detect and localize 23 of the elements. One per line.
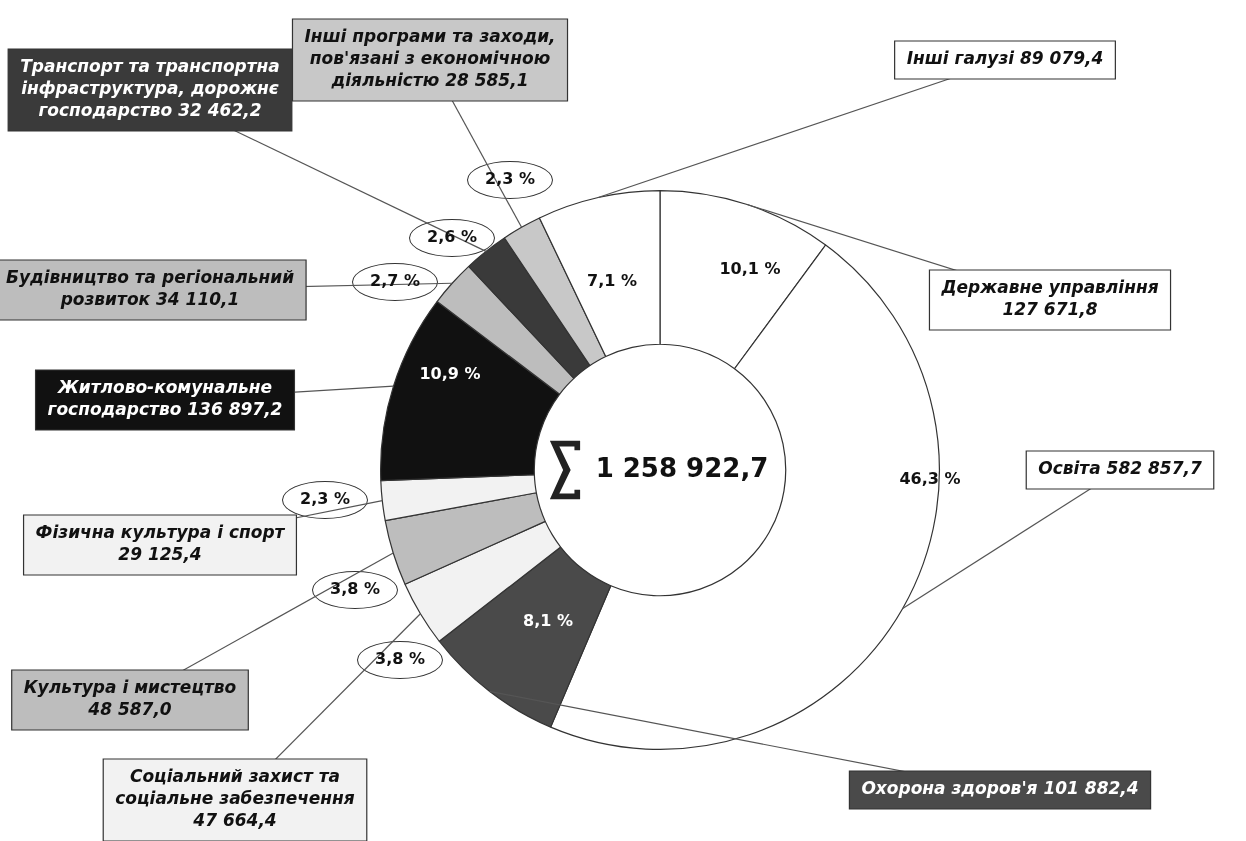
data-label: 10,9 % — [419, 364, 481, 384]
slice-label: Державне управління 127 671,8 — [940, 277, 1159, 320]
data-label: 2,6 % — [427, 227, 477, 247]
slice-label: Фізична культура і спорт 29 125,4 — [35, 522, 286, 565]
data-label: 2,7 % — [370, 271, 420, 291]
slice-label: Інші галузі 89 079,4 — [906, 48, 1104, 69]
data-label: 46,3 % — [899, 469, 961, 489]
slice-label: Інші програми та заходи, пов'язані з економічною діяльністю 28 585,1 — [304, 26, 556, 91]
slice-label: Транспорт та транспортна інфраструктура, дорожнє господарство 32 462,2 — [20, 56, 280, 121]
data-label: 10,1 % — [719, 259, 781, 279]
slice-label: Охорона здоров'я 101 882,4 — [861, 778, 1139, 799]
data-label: 3,8 % — [375, 649, 425, 669]
data-label: 7,1 % — [587, 271, 637, 291]
slice-label: Соціальний захист та соціальне забезпечення 47 664,4 — [115, 766, 355, 831]
data-label: 3,8 % — [330, 579, 380, 599]
slice-label: Освіта 582 857,7 — [1038, 458, 1202, 479]
slice-label: Житлово-комунальне господарство 136 897,2 — [47, 377, 283, 420]
data-label: 2,3 % — [300, 489, 350, 509]
slice-label: Будівництво та регіональний розвиток 34 110,1 — [5, 267, 295, 310]
data-label: 2,3 % — [485, 169, 535, 189]
data-label: 8,1 % — [523, 611, 573, 631]
slice-label: Культура і мистецтво 48 587,0 — [23, 677, 237, 720]
text: 1 258 922,7 — [595, 452, 769, 483]
